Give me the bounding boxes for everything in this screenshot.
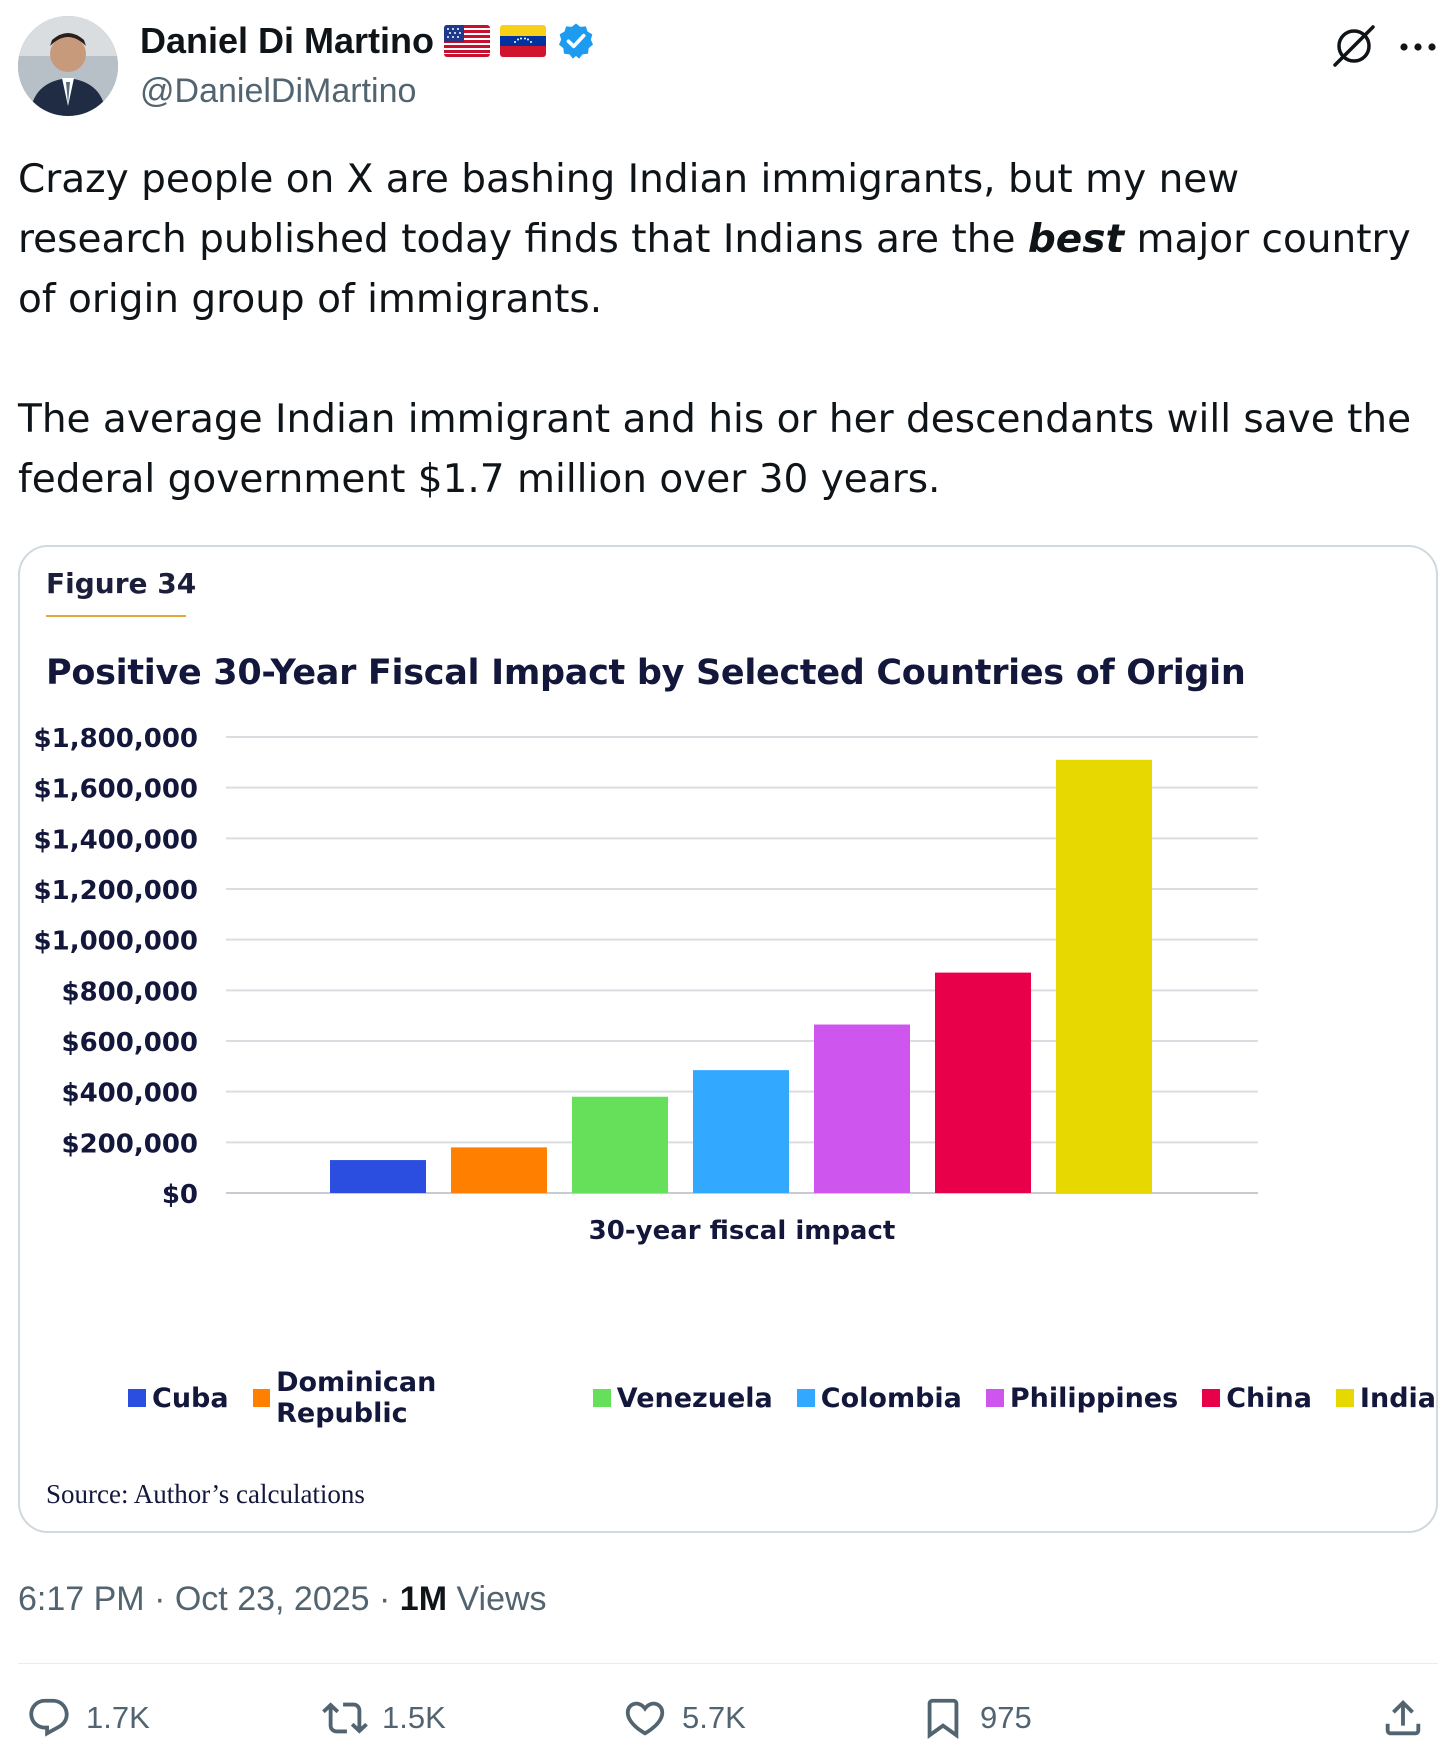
repost-button[interactable]: 1.5K	[322, 1695, 446, 1741]
legend-label: Philippines	[1009, 1382, 1179, 1414]
legend-swatch	[128, 1389, 146, 1407]
views-label: Views	[456, 1580, 547, 1618]
chart-source: Source: Author’s calculations	[46, 1479, 365, 1509]
legend-item: Cuba	[128, 1367, 229, 1429]
tweet-header: Daniel Di Martino	[18, 16, 1438, 120]
chart-legend: Cuba Dominican Republic Venezuela Colombia P…	[128, 1367, 1436, 1429]
bookmark-button[interactable]: 975	[920, 1695, 1032, 1741]
bar-chart: $0 $200,000 $400,000 $600,000 $800,000 $1,000…	[34, 724, 1258, 1246]
meta-separator: ·	[379, 1580, 391, 1618]
legend-swatch	[1202, 1389, 1221, 1407]
legend-item: India	[1335, 1367, 1436, 1429]
venezuela-flag-icon	[500, 25, 547, 57]
tweet-actions: 1.7K 1.5K 5.7K 975	[0, 1695, 1456, 1749]
chart-title: Positive 30-Year Fiscal Impact by Select…	[46, 653, 1246, 693]
tweet-date[interactable]: Oct 23, 2025	[174, 1580, 370, 1618]
share-button[interactable]	[1380, 1695, 1426, 1741]
tweet-text: Crazy people on X are bashing Indian imm…	[18, 150, 1418, 510]
legend-item: Dominican Republic	[252, 1367, 569, 1429]
more-options-icon[interactable]	[1398, 40, 1438, 54]
avatar[interactable]	[18, 16, 118, 116]
tweet-media-card[interactable]: Figure 34 Positive 30-Year Fiscal Impact…	[18, 545, 1438, 1533]
author-handle[interactable]: @DanielDiMartino	[140, 72, 417, 110]
reply-count: 1.7K	[86, 1700, 150, 1735]
legend-label: China	[1226, 1382, 1312, 1414]
share-icon	[1385, 1699, 1421, 1736]
views-count: 1M	[399, 1580, 448, 1618]
heart-icon	[625, 1701, 665, 1736]
figure-underline	[46, 615, 186, 617]
bookmark-icon	[927, 1698, 959, 1739]
author-name[interactable]: Daniel Di Martino	[140, 20, 435, 61]
us-flag-icon	[444, 25, 491, 57]
figure-label: Figure 34	[46, 567, 197, 600]
y-tick-label: $1,600,000	[34, 775, 198, 805]
y-tick-label: $1,200,000	[34, 876, 198, 906]
legend-item: Philippines	[985, 1367, 1179, 1429]
bar-colombia	[693, 1070, 789, 1193]
x-axis-label: 30-year fiscal impact	[589, 1216, 896, 1246]
legend-swatch	[1335, 1389, 1354, 1407]
avatar-image	[18, 16, 118, 116]
divider	[18, 1663, 1438, 1664]
like-button[interactable]: 5.7K	[622, 1695, 746, 1741]
bar-philippines	[814, 1024, 910, 1193]
y-tick-label: $400,000	[61, 1079, 198, 1109]
legend-label: Venezuela	[616, 1382, 773, 1414]
emphasis-best: best	[1027, 217, 1125, 262]
bar-china	[935, 972, 1031, 1193]
reply-icon	[29, 1698, 69, 1737]
repost-count: 1.5K	[382, 1700, 446, 1735]
bar-dominican-republic	[451, 1147, 547, 1193]
legend-label: Colombia	[820, 1382, 962, 1414]
legend-item: Venezuela	[592, 1367, 773, 1429]
meta-separator: ·	[154, 1580, 166, 1618]
tweet-time[interactable]: 6:17 PM	[18, 1580, 145, 1618]
bookmark-count: 975	[980, 1700, 1032, 1735]
y-tick-label: $0	[162, 1180, 198, 1210]
legend-label: India	[1359, 1382, 1436, 1414]
verified-badge-icon[interactable]	[556, 21, 596, 61]
legend-item: China	[1202, 1367, 1312, 1429]
legend-item: Colombia	[796, 1367, 962, 1429]
tweet-meta: 6:17 PM · Oct 23, 2025 · 1M Views	[18, 1580, 547, 1619]
reply-button[interactable]: 1.7K	[26, 1695, 150, 1741]
y-tick-label: $1,000,000	[34, 927, 198, 957]
like-count: 5.7K	[682, 1700, 746, 1735]
y-tick-label: $1,800,000	[34, 724, 198, 754]
legend-swatch	[796, 1389, 815, 1407]
legend-label: Cuba	[152, 1382, 229, 1414]
bar-india	[1056, 759, 1152, 1193]
y-tick-label: $200,000	[61, 1129, 198, 1159]
bar-cuba	[330, 1160, 426, 1193]
legend-label: Dominican Republic	[276, 1367, 437, 1429]
bar-venezuela	[572, 1096, 668, 1193]
y-tick-label: $1,400,000	[34, 825, 198, 855]
legend-swatch	[985, 1389, 1004, 1407]
legend-swatch	[252, 1389, 271, 1407]
y-tick-label: $600,000	[61, 1028, 198, 1058]
legend-swatch	[592, 1389, 611, 1407]
repost-icon	[322, 1702, 368, 1734]
tweet-paragraph-1: Crazy people on X are bashing Indian imm…	[18, 157, 1411, 322]
author-name-row: Daniel Di Martino	[140, 20, 596, 62]
y-tick-label: $800,000	[61, 977, 198, 1007]
grok-icon[interactable]	[1332, 24, 1376, 68]
tweet-paragraph-2: The average Indian immigrant and his or …	[18, 397, 1412, 502]
